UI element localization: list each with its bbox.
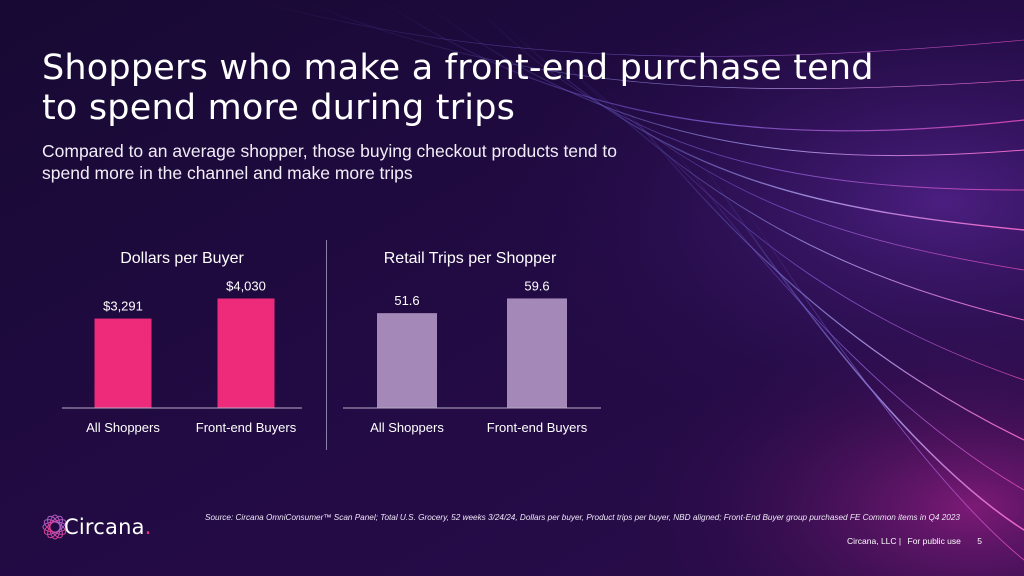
category-label: Front-end Buyers <box>487 420 588 435</box>
page-number: 5 <box>977 536 982 546</box>
slide-title: Shoppers who make a front-end purchase t… <box>42 48 874 128</box>
value-label: $4,030 <box>226 278 266 293</box>
footer: Circana, LLC | For public use 5 <box>847 536 982 546</box>
logo-text: Circana. <box>64 515 152 539</box>
footer-company: Circana, LLC | <box>846 536 902 546</box>
value-label: 59.6 <box>524 278 549 293</box>
circana-logo-icon <box>42 514 68 540</box>
circana-logo: Circana. <box>40 512 152 542</box>
category-label: All Shoppers <box>86 420 160 435</box>
bar <box>217 298 275 408</box>
category-label: Front-end Buyers <box>196 420 297 435</box>
bar <box>507 298 567 408</box>
value-label: $3,291 <box>103 299 143 314</box>
bar <box>377 313 437 408</box>
footer-usage: For public use <box>907 536 961 546</box>
bar <box>94 318 152 408</box>
chart-title: Retail Trips per Shopper <box>384 250 557 267</box>
chart-divider <box>326 240 327 450</box>
category-label: All Shoppers <box>370 420 444 435</box>
chart-2: Retail Trips per Shopper 51.6 All Shoppers… <box>343 250 601 435</box>
source-note: Source: Circana OmniConsumer™ Scan Panel… <box>205 513 960 522</box>
value-label: 51.6 <box>394 293 419 308</box>
chart-title: Dollars per Buyer <box>120 250 244 267</box>
chart-1: Dollars per Buyer $3,291 All Shoppers $4,03… <box>62 250 302 435</box>
slide-subtitle: Compared to an average shopper, those bu… <box>42 141 617 183</box>
